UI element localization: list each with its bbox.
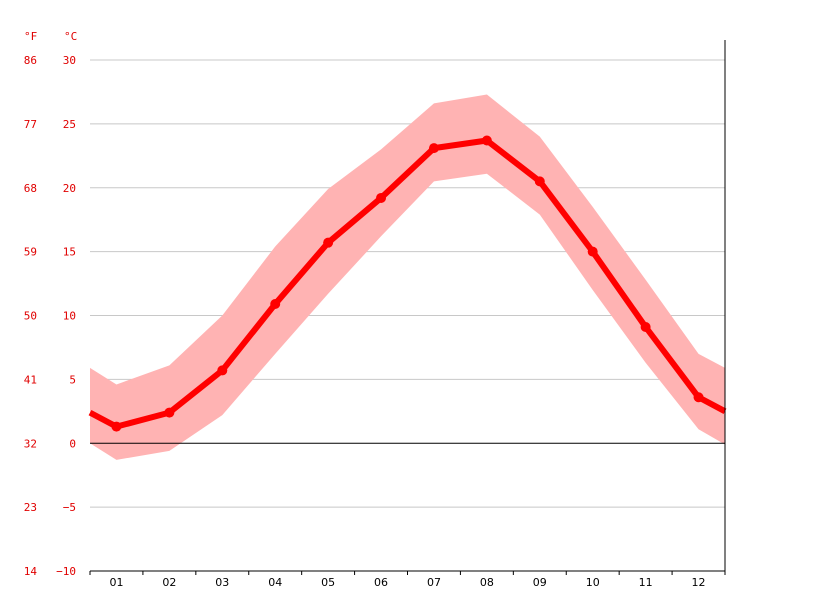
y-tick-label-celsius: 0 [69,437,76,450]
unit-label-celsius: °C [64,30,77,43]
y-tick-label-celsius: 20 [63,182,76,195]
data-point [640,321,651,332]
x-tick-label: 05 [321,576,335,589]
temperature-range-area [90,94,725,460]
y-tick-label-fahrenheit: 23 [24,501,37,514]
x-tick-label: 01 [109,576,123,589]
x-tick-label: 06 [374,576,388,589]
y-tick-label-celsius: 10 [63,310,76,323]
x-tick-label: 02 [162,576,176,589]
data-point [376,192,387,203]
y-tick-label-fahrenheit: 32 [24,437,37,450]
data-point [111,421,122,432]
unit-label-fahrenheit: °F [24,30,37,43]
data-point [534,176,545,187]
data-point [164,407,175,418]
y-tick-label-celsius: 5 [69,373,76,386]
data-point [428,143,439,154]
x-tick-label: 08 [480,576,494,589]
x-tick-label: 11 [639,576,653,589]
x-tick-label: 03 [215,576,229,589]
y-tick-label-celsius: −10 [56,565,76,578]
y-tick-label-fahrenheit: 68 [24,182,37,195]
y-tick-label-celsius: 25 [63,118,76,131]
temperature-range-band [90,94,725,460]
y-tick-label-celsius: 30 [63,54,76,67]
data-point [587,246,598,257]
y-tick-label-fahrenheit: 14 [24,565,38,578]
temperature-series [88,135,727,432]
data-point [323,237,334,248]
x-tick-label: 09 [533,576,547,589]
y-tick-label-fahrenheit: 59 [24,246,37,259]
x-tick-label: 07 [427,576,441,589]
data-point [217,365,228,376]
data-point [270,299,281,310]
y-tick-label-fahrenheit: 77 [24,118,37,131]
y-tick-label-fahrenheit: 86 [24,54,37,67]
average-temperature-line [88,137,727,430]
y-tick-label-fahrenheit: 41 [24,373,37,386]
x-tick-label: 12 [692,576,706,589]
x-tick-label: 04 [268,576,282,589]
tick-labels: 14 −10 23 −5 32 0 41 5 50 10 59 15 68 20 77 25 86 30 01 02 0… [24,54,706,589]
y-tick-label-celsius: −5 [63,501,76,514]
x-tick-label: 10 [586,576,600,589]
y-tick-label-fahrenheit: 50 [24,310,37,323]
data-point [481,135,492,146]
axes [89,40,726,575]
y-tick-label-celsius: 15 [63,246,76,259]
data-point [693,392,704,403]
